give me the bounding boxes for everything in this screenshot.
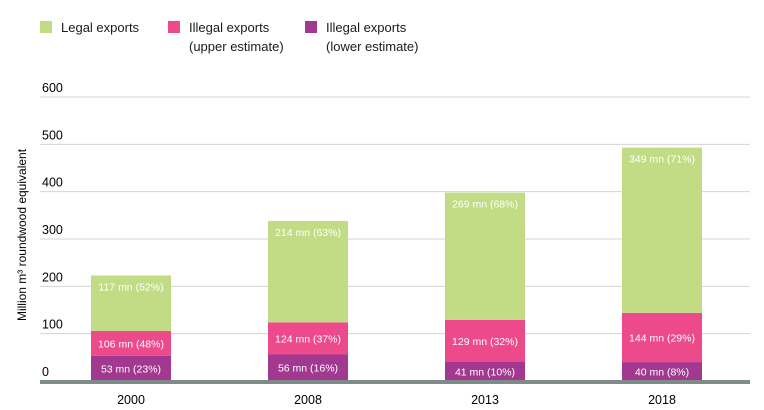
legend-label-illegal-upper-line2: (upper estimate): [189, 39, 284, 54]
y-axis-label: Million m³ roundwood equivalent: [15, 148, 29, 321]
legend-label-illegal-lower-line1: Illegal exports: [326, 20, 407, 35]
legend-swatch-legal: [40, 21, 52, 33]
data-label-2018-0: 40 mn (8%): [635, 367, 689, 379]
legend-label-illegal-lower-line2: (lower estimate): [326, 39, 419, 54]
legend: Legal exports Illegal exports (upper est…: [0, 0, 764, 60]
bar-group-2000: 53 mn (23%) 106 mn (48%) 117 mn (52%): [91, 275, 171, 381]
bar-group-2018: 40 mn (8%) 144 mn (29%) 349 mn (71%): [622, 147, 702, 381]
bar-segment-2008-1: [268, 322, 348, 355]
data-label-2000-2: 117 mn (52%): [98, 281, 163, 293]
bar-segment-2013-0: [445, 361, 525, 381]
bar-segment-2013-2: [445, 192, 525, 320]
y-axis-ticks: 0 100 200 300 400 500 600: [42, 81, 63, 379]
bar-segment-2018-1: [622, 312, 702, 363]
data-label-2013-0: 41 mn (10%): [455, 366, 515, 378]
data-label-2000-1: 106 mn (48%): [98, 338, 164, 350]
bar-segment-2018-2: [622, 147, 702, 313]
y-tick-label-100: 100: [42, 318, 63, 332]
data-label-2008-2: 214 mn (63%): [275, 227, 341, 239]
legend-item-illegal-upper: Illegal exports (upper estimate): [168, 18, 284, 56]
legend-item-legal: Legal exports: [40, 18, 139, 37]
x-axis-baseline: [40, 380, 750, 384]
data-label-2013-1: 129 mn (32%): [452, 336, 518, 348]
data-label-2000-0: 53 mn (23%): [101, 363, 161, 375]
x-tick-label-2013: 2013: [471, 393, 499, 407]
y-tick-label-400: 400: [42, 176, 63, 190]
bar-segment-2000-0: [91, 355, 171, 381]
bar-segment-2013-1: [445, 319, 525, 362]
y-tick-label-300: 300: [42, 223, 63, 237]
bar-group-2013: 41 mn (10%) 129 mn (32%) 269 mn (68%): [445, 192, 525, 381]
data-label-2018-2: 349 mn (71%): [629, 154, 695, 166]
legend-swatch-illegal-upper: [168, 21, 180, 33]
bar-segment-2000-2: [91, 275, 171, 331]
legend-swatch-illegal-lower: [305, 21, 317, 33]
legend-label-illegal-upper-line1: Illegal exports: [189, 20, 270, 35]
data-label-2008-1: 124 mn (37%): [275, 333, 341, 345]
x-tick-label-2008: 2008: [294, 393, 322, 407]
bar-segment-2008-2: [268, 221, 348, 323]
bar-segment-2018-0: [622, 362, 702, 381]
y-tick-label-200: 200: [42, 270, 63, 284]
y-tick-label-0: 0: [42, 365, 49, 379]
legend-label-legal: Legal exports: [61, 20, 140, 35]
data-label-2013-2: 269 mn (68%): [452, 199, 518, 211]
x-axis-ticks: 2000 2008 2013 2018: [117, 393, 676, 407]
bar-group-2008: 56 mn (16%) 124 mn (37%) 214 mn (63%): [268, 221, 348, 381]
y-tick-label-500: 500: [42, 128, 63, 142]
data-label-2008-0: 56 mn (16%): [278, 363, 338, 375]
y-tick-label-600: 600: [42, 81, 63, 95]
bar-segment-2008-0: [268, 354, 348, 381]
bars: 53 mn (23%) 106 mn (48%) 117 mn (52%) 56 mn…: [91, 147, 702, 381]
legend-item-illegal-lower: Illegal exports (lower estimate): [305, 18, 418, 56]
data-label-2018-1: 144 mn (29%): [629, 332, 695, 344]
bar-segment-2000-1: [91, 330, 171, 356]
x-tick-label-2018: 2018: [648, 393, 676, 407]
x-tick-label-2000: 2000: [117, 393, 145, 407]
